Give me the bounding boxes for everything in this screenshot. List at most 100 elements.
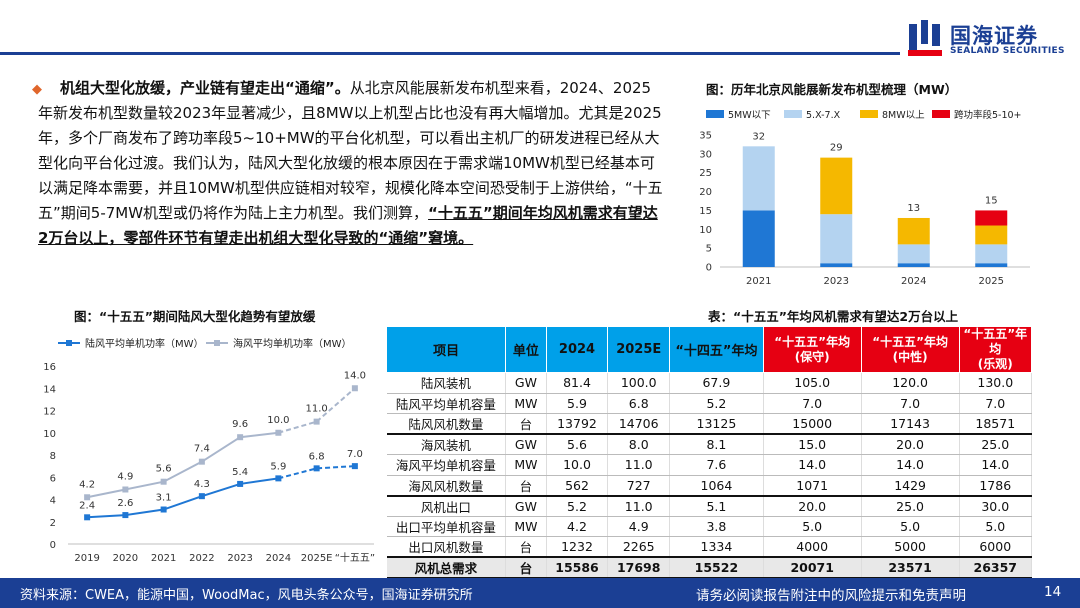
legend-swatch [706,110,724,118]
table-cell: 1429 [861,475,960,497]
data-label: 5.9 [270,461,286,472]
table-cell: 5.0 [959,516,1033,537]
table-cell: 17698 [607,557,671,578]
x-tick-label: 2024 [266,553,291,564]
table-cell: 2265 [607,536,671,558]
data-point [198,493,205,500]
x-tick-label: 2021 [151,553,176,564]
table-cell: GW [505,495,547,517]
table-cell: 15586 [546,557,609,578]
bar-total-label: 32 [752,131,765,142]
table-cell: 25.0 [959,434,1033,455]
bar-chart-title: 图：历年北京风能展新发布机型梳理（MW） [706,82,958,97]
legend-label: 陆风平均单机功率（MW） [85,337,204,350]
paragraph-lead: 机组大型化放缓，产业链有望走出“通缩”。 [60,79,350,97]
brand-logo: 国海证券 SEALAND SECURITIES [908,18,1068,60]
table-header-cell: “十五五”年均 (中性) [860,326,960,373]
table-cell: 100.0 [607,372,671,394]
table-row: 风机总需求台 15586 17698 15522 20071 23571 26357 [386,557,1033,578]
table-cell: 1232 [546,536,609,558]
table-row: 海风平均单机容量 MW 10.0 11.0 7.6 14.0 14.0 14.0 [386,454,1033,476]
table-cell: 5.2 [546,495,609,517]
brand-name-cn: 国海证券 [950,24,1038,48]
table-cell: 14.0 [959,454,1033,476]
table-cell: 81.4 [546,372,609,394]
footer-disclaimer: 请务必阅读报告附注中的风险提示和免责声明 [696,588,966,604]
y-tick-label: 25 [699,168,712,179]
header-rule [0,52,900,55]
y-tick-label: 8 [50,451,56,462]
data-point [237,480,244,487]
legend-label: 5MW以下 [728,110,771,121]
data-point [160,478,167,485]
data-point [275,475,282,482]
y-tick-label: 16 [43,362,56,373]
table-cell: 20.0 [861,434,960,455]
table-row: 海风风机数量台 562 727 1064 1071 1429 1786 [386,475,1033,497]
table-cell: 台 [505,536,547,558]
bar-segment [975,244,1008,264]
table-cell: GW [505,434,547,455]
x-tick-label: 2023 [824,276,849,287]
y-tick-label: 30 [699,149,712,160]
table-cell: 25.0 [861,495,960,517]
data-point [84,514,91,521]
table-cell: 20071 [763,557,862,578]
legend-label: 8MW以上 [882,110,925,121]
bar-segment [897,244,930,264]
bar-segment [820,263,853,267]
line-chart: 陆风平均单机功率（MW） 海风平均单机功率（MW） 0 2 4 6 8 10 12 14 16 201… [43,337,375,564]
y-tick-label: 10 [43,429,56,440]
table-cell: 120.0 [861,372,960,394]
table-cell: 7.0 [959,393,1033,414]
table-cell: 5.1 [669,495,764,517]
bar-total-label: 29 [830,143,843,154]
bar-total-label: 13 [907,203,920,214]
table-cell: 4000 [763,536,862,558]
brand-name-en: SEALAND SECURITIES [950,46,1065,56]
y-tick-label: 4 [50,496,56,507]
wind-demand-table: 项目 单位 2024 2025E “十四五”年均 “十五五”年均 (保守) “十五五”年均 (中… [385,326,1033,578]
table-cell: 7.6 [669,454,764,476]
series-line-forecast [278,387,356,434]
table-cell: 67.9 [669,372,764,394]
table-title: 表：“十五五”年均风机需求有望达2万台以上 [708,309,959,324]
series-line [87,477,279,519]
data-point [160,506,167,513]
table-cell: 陆风风机数量 [386,413,507,435]
data-label: 5.4 [232,467,248,478]
table-cell: 14.0 [861,454,960,476]
data-label: 4.3 [194,479,210,490]
bar-segment [820,157,853,215]
table-cell: GW [505,372,547,394]
bar-segment [820,214,853,264]
data-point [122,486,129,493]
bar-segment [897,263,930,267]
y-tick-label: 0 [706,263,712,274]
x-tick-label: 2024 [901,276,926,287]
data-label: 2.4 [79,500,95,511]
legend-marker [66,340,72,346]
table-cell: 1064 [669,475,764,497]
table-header-cell: “十五五”年均 (乐观) [958,326,1033,373]
table-row: 风机出口 GW 5.2 11.0 5.1 20.0 25.0 30.0 [386,495,1033,517]
bar-segment [975,210,1008,226]
paragraph-emphasis: “十五五”期间年均风机需求有望达2万台以上，零部件环节有望走出机组大型化导致的“… [38,204,658,247]
legend-marker [214,340,220,346]
y-tick-label: 0 [50,540,56,551]
legend-label: 5.X-7.X [806,110,841,121]
bar-segment [742,210,775,267]
series-line-forecast [278,465,355,480]
table-cell: 15000 [763,413,862,435]
legend-swatch [932,110,950,118]
table-cell: 5.0 [763,516,862,537]
data-label: 7.0 [347,449,363,460]
table-cell: 105.0 [763,372,862,394]
data-label: 9.6 [232,419,248,430]
bar-segment [897,217,930,245]
table-cell: 陆风装机 [386,372,507,394]
table-cell: 海风风机数量 [386,475,507,497]
bar-segment [975,225,1008,245]
table-cell: 14.0 [763,454,862,476]
bar-segment [975,263,1008,267]
